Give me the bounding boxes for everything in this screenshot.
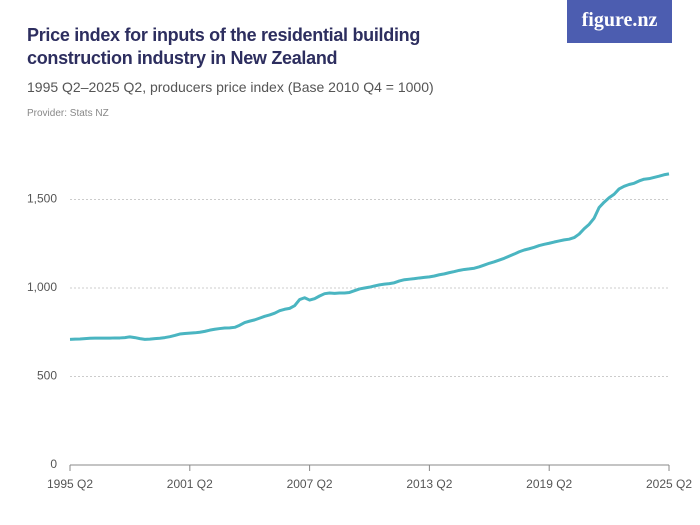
- source: Provider: Stats NZ: [27, 108, 109, 119]
- x-tick-label: 2013 Q2: [406, 477, 452, 491]
- y-tick-label: 1,000: [27, 280, 57, 294]
- chart-title: Price index for inputs of the residentia…: [27, 25, 421, 68]
- line: [69, 172, 670, 341]
- x-tick-label: 2001 Q2: [167, 477, 213, 491]
- logo[interactable]: figure.nz: [567, 0, 672, 43]
- x-tick-label: 2007 Q2: [287, 477, 333, 491]
- y-tick-label: 0: [50, 457, 57, 471]
- x-tick-label: 2025 Q2: [646, 477, 692, 491]
- x-tick-label: 1995 Q2: [47, 477, 93, 491]
- chart-subtitle: 1995 Q2–2025 Q2, producers price index (…: [27, 79, 434, 95]
- x-tick-label: 2019 Q2: [526, 477, 572, 491]
- y-tick-label: 500: [37, 369, 57, 383]
- y-tick-label: 1,500: [27, 192, 57, 206]
